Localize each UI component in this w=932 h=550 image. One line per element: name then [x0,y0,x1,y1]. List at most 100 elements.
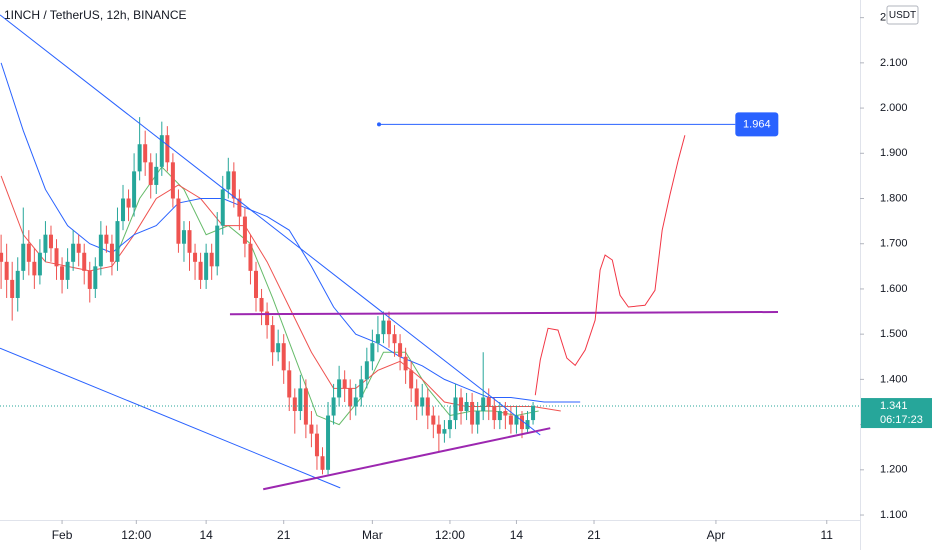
candle-body [121,198,126,222]
x-tick-label: 11 [821,528,834,542]
last-price-box [861,398,932,429]
candle-body [431,415,436,425]
trend-line [0,14,541,436]
y-tick-label: 1.600 [880,283,908,295]
candle-body [43,234,48,253]
candle-body [486,397,491,407]
candle-body [292,397,297,412]
candle-body [21,243,26,271]
candle-body [348,388,353,407]
candle-body [459,397,464,412]
trend-line [0,347,341,489]
candle-body [148,162,153,185]
candle-body [481,397,486,412]
candle-body [65,261,70,280]
candle-body [442,429,447,434]
y-tick-label: 1.500 [880,328,908,340]
candle-body [87,270,92,289]
target-label: 1.964 [743,118,771,130]
candle-body [326,415,331,470]
candle-body [165,135,170,163]
candle-body [519,415,524,430]
candle-body [514,415,519,425]
y-tick-label: 1.100 [880,509,908,521]
candle-body [143,144,148,163]
trend-line [534,135,686,396]
candle-body [242,216,247,244]
candle-body [220,189,225,226]
x-tick-label: Mar [362,528,383,542]
x-tick-label: Apr [707,528,726,542]
candle-body [132,171,137,208]
y-tick-label: 2.100 [880,57,908,69]
candle-body [237,198,242,217]
candle-body [137,144,142,172]
target-label-box [735,112,779,137]
plot-area: 1.964 [0,14,860,491]
candle-body [337,379,342,398]
candle-body [54,248,59,267]
candle-body [359,379,364,398]
candle-body [259,297,264,312]
x-tick-label: 21 [587,528,601,542]
candle-body [26,243,31,262]
axes: 1.1001.2001.3001.4001.5001.6001.7001.800… [52,5,932,542]
candle-body [32,261,37,276]
candle-body [37,252,42,276]
candle-body [198,261,203,280]
candle-body [71,243,76,262]
chart-title: 1INCH / TetherUS, 12h, BINANCE [4,8,187,22]
candle-body [215,225,220,267]
candle-body [281,343,286,371]
candle-body [0,252,4,262]
candle-body [4,261,9,280]
candle-body [309,424,314,434]
y-tick-label: 1.800 [880,192,908,204]
candle-body [15,270,20,298]
candle-body [386,320,391,335]
candle-body [403,356,408,371]
trend-line [229,311,778,316]
candle-body [370,343,375,362]
candle-body [497,411,502,421]
candle-body [82,252,87,271]
candle-body [181,230,186,244]
trend-line [263,427,551,491]
candle-body [409,370,414,389]
currency-label: USDT [889,10,916,21]
candle-body [414,388,419,407]
candle-body [398,343,403,357]
candle-body [453,397,458,421]
candle-body [209,252,214,267]
candle-body [126,198,131,208]
candle-body [10,279,15,298]
candle-body [353,397,358,407]
y-tick-label: 1.700 [880,238,908,250]
candle-body [204,252,209,280]
candle-body [93,266,98,289]
candle-body [226,171,231,190]
candle-body [154,166,159,185]
candle-body [265,311,270,326]
last-price-label: 1.341 [880,400,908,412]
y-tick-label: 1.900 [880,147,908,159]
candle-body [531,406,536,421]
x-tick-label: 21 [277,528,291,542]
target-anchor [377,122,382,127]
candle-body [425,397,430,416]
candle-body [176,198,181,244]
candle-body [298,388,303,412]
candle-body [187,230,192,253]
candle-body [170,162,175,199]
countdown-label: 06:17:23 [880,414,923,426]
candle-body [104,234,109,244]
x-tick-label: 14 [199,528,213,542]
candle-body [314,433,319,457]
candle-body [464,401,469,412]
candle-body [48,234,53,249]
candle-body [287,370,292,398]
candle-body [231,171,236,199]
candle-body [109,243,114,262]
